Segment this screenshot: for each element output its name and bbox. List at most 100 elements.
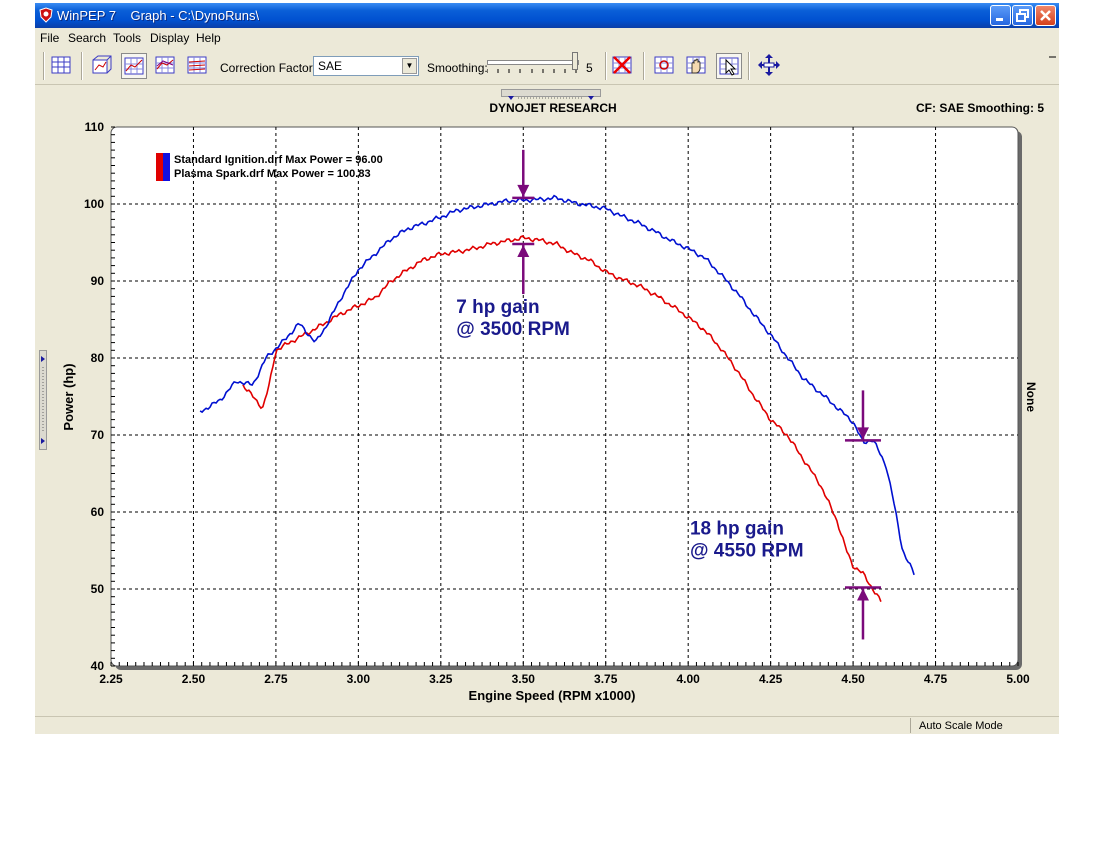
- splitter-arrows-icon: [508, 96, 594, 100]
- x-tick-label: 4.50: [841, 672, 865, 686]
- close-button[interactable]: [1035, 5, 1056, 26]
- x-tick-label: 2.50: [182, 672, 206, 686]
- grid-lines: [111, 127, 1018, 666]
- grid-view-button[interactable]: [49, 53, 75, 79]
- series-line: [199, 194, 915, 576]
- plot-area[interactable]: [110, 126, 1019, 667]
- zoom-icon: [654, 56, 674, 74]
- graph-3d-icon: [92, 55, 112, 74]
- x-tick-label: 4.25: [759, 672, 783, 686]
- toolbar-separator: [643, 52, 645, 80]
- app-window: WinPEP 7 Graph - C:\DynoRuns\ File Searc…: [35, 3, 1059, 734]
- app-logo-icon: [39, 7, 53, 23]
- graph-lines-icon: [124, 57, 144, 75]
- axis-ticks: [110, 126, 1019, 667]
- window-title: WinPEP 7 Graph - C:\DynoRuns\: [57, 8, 260, 23]
- menu-tools[interactable]: Tools: [113, 31, 142, 45]
- correction-factor-label: Correction Factor:: [220, 61, 317, 75]
- y-tick-label: 70: [91, 428, 105, 442]
- x-tick-labels: 2.25 2.50 2.75 3.00 3.25 3.50 3.75 4.00 4.25 4.50…: [99, 672, 1030, 686]
- hand-icon: [686, 56, 706, 74]
- toolbar-more-icon[interactable]: [1049, 54, 1057, 62]
- clear-graph-button[interactable]: [610, 53, 636, 79]
- x-tick-label: 4.00: [677, 672, 701, 686]
- menu-bar: File Search Tools Display Help: [35, 28, 1059, 47]
- legend-entry-plasma: Plasma Spark.drf Max Power = 100.83: [174, 168, 371, 180]
- toolbar-separator: [81, 52, 83, 80]
- dyno-chart: DYNOJET RESEARCH CF: SAE Smoothing: 5 2.…: [61, 101, 1044, 703]
- y-tick-labels: 40 50 60 70 80 90 100 110: [84, 120, 104, 673]
- annotation-text: 7 hp gain: [456, 297, 539, 318]
- y-tick-label: 110: [85, 120, 105, 134]
- legend-swatch-blue: [163, 167, 170, 181]
- y-tick-label: 60: [91, 505, 105, 519]
- maximize-button[interactable]: [1012, 5, 1033, 26]
- smoothing-slider-thumb[interactable]: [572, 52, 578, 70]
- title-bar[interactable]: WinPEP 7 Graph - C:\DynoRuns\: [35, 3, 1059, 28]
- zoom-button[interactable]: [652, 53, 678, 79]
- y-tick-label: 40: [91, 659, 105, 673]
- annotations: 7 hp gain@ 3500 RPM 18 hp gain@ 4550 RPM: [456, 149, 881, 640]
- graph-overlay-icon: [155, 56, 175, 74]
- minimize-button[interactable]: [990, 5, 1011, 26]
- x-tick-label: 2.25: [99, 672, 123, 686]
- graph-power-button[interactable]: [121, 53, 147, 79]
- x-tick-label: 5.00: [1006, 672, 1030, 686]
- scale-button[interactable]: [757, 53, 783, 79]
- toolbar: Correction Factor: SAE ▼ Smoothing: 5: [35, 47, 1059, 85]
- annotation-arrow-head: [856, 427, 869, 440]
- series-line: [242, 235, 882, 602]
- legend-entry-standard: Standard Ignition.drf Max Power = 96.00: [174, 154, 383, 166]
- smoothing-label: Smoothing:: [427, 61, 488, 75]
- top-splitter-handle[interactable]: [501, 89, 601, 100]
- right-axis-title: None: [1024, 382, 1038, 412]
- dropdown-arrow-icon[interactable]: ▼: [402, 58, 417, 74]
- annotation-arrow-head: [517, 245, 530, 258]
- graph-3d-button[interactable]: [89, 53, 115, 79]
- graph-pane: DYNOJET RESEARCH CF: SAE Smoothing: 5 2.…: [35, 85, 1059, 715]
- graph-multi-button[interactable]: [185, 53, 211, 79]
- x-tick-label: 3.25: [429, 672, 453, 686]
- toolbar-separator: [605, 52, 607, 80]
- annotation-text: @ 3500 RPM: [456, 319, 570, 340]
- status-panel: Auto Scale Mode: [910, 718, 1058, 733]
- close-icon: [1040, 10, 1051, 21]
- x-axis-title: Engine Speed (RPM x1000): [469, 688, 636, 703]
- legend-swatch-red: [156, 153, 163, 167]
- cursor-button[interactable]: [716, 53, 742, 79]
- left-splitter-handle[interactable]: [39, 350, 47, 450]
- smoothing-value: 5: [586, 61, 593, 75]
- x-tick-label: 4.75: [924, 672, 948, 686]
- graph-torque-button[interactable]: [153, 53, 179, 79]
- menu-file[interactable]: File: [40, 31, 60, 45]
- graph-header-settings: CF: SAE Smoothing: 5: [916, 101, 1044, 115]
- clear-graph-icon: [612, 56, 632, 74]
- splitter-arrows-icon: [41, 356, 45, 444]
- status-bar: Auto Scale Mode: [35, 716, 1059, 735]
- x-tick-label: 2.75: [264, 672, 288, 686]
- annotation-text: 18 hp gain: [690, 518, 784, 539]
- grid-icon: [51, 56, 71, 74]
- smoothing-slider[interactable]: [487, 60, 579, 65]
- correction-factor-select[interactable]: SAE ▼: [313, 56, 419, 76]
- legend-swatch-red: [156, 167, 163, 181]
- x-tick-label: 3.00: [347, 672, 371, 686]
- pan-button[interactable]: [684, 53, 710, 79]
- graph-multi-icon: [187, 56, 207, 74]
- series-lines: [199, 194, 915, 602]
- graph-header-title: DYNOJET RESEARCH: [489, 101, 616, 115]
- minimize-icon: [996, 18, 1003, 21]
- menu-search[interactable]: Search: [68, 31, 107, 45]
- annotation-arrow-head: [856, 588, 869, 601]
- legend: Standard Ignition.drf Max Power = 96.00 …: [156, 153, 383, 181]
- move-arrows-icon: [758, 54, 780, 76]
- annotation-arrow-head: [517, 184, 530, 197]
- toolbar-separator: [748, 52, 750, 80]
- cursor-icon: [719, 57, 739, 76]
- smoothing-ticks: [487, 69, 577, 73]
- x-tick-label: 3.75: [594, 672, 618, 686]
- menu-display[interactable]: Display: [150, 31, 190, 45]
- annotation-text: @ 4550 RPM: [690, 540, 804, 561]
- x-tick-label: 3.50: [512, 672, 536, 686]
- menu-help[interactable]: Help: [196, 31, 221, 45]
